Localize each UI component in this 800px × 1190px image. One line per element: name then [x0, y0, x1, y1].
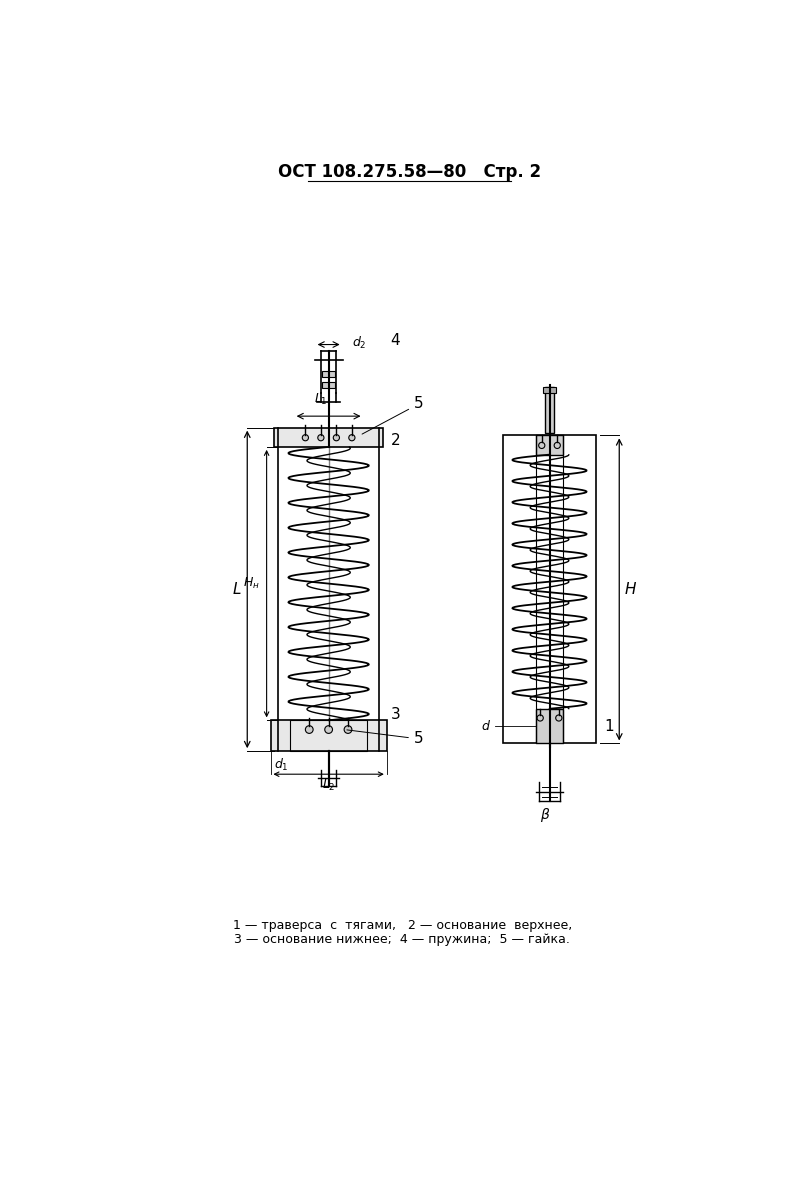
Circle shape	[554, 443, 560, 449]
Circle shape	[556, 715, 562, 721]
Circle shape	[349, 434, 355, 440]
Text: 4: 4	[390, 333, 400, 349]
Bar	[290, 720, 367, 751]
Circle shape	[334, 434, 339, 440]
Text: 1 — траверса  с  тягами,   2 — основание  верхнее,: 1 — траверса с тягами, 2 — основание вер…	[233, 920, 572, 933]
Circle shape	[537, 715, 543, 721]
Circle shape	[344, 726, 352, 733]
Circle shape	[302, 434, 309, 440]
Bar	[274, 427, 383, 447]
Bar	[503, 436, 596, 744]
Text: $β$: $β$	[541, 806, 551, 823]
Bar	[322, 371, 335, 377]
Bar	[270, 720, 386, 751]
Text: $d_1$: $d_1$	[274, 757, 289, 774]
Text: $d_2$: $d_2$	[352, 334, 366, 351]
Bar	[543, 387, 556, 393]
Text: 2: 2	[390, 433, 400, 449]
Bar	[545, 387, 554, 433]
Text: 5: 5	[362, 396, 423, 434]
Bar	[322, 382, 335, 388]
Circle shape	[325, 726, 333, 733]
Text: ОСТ 108.275.58—80   Стр. 2: ОСТ 108.275.58—80 Стр. 2	[278, 163, 542, 181]
Text: $L$: $L$	[232, 582, 241, 597]
Text: $d$: $d$	[481, 720, 491, 733]
Circle shape	[538, 443, 545, 449]
Text: 3 — основание нижнее;  4 — пружина;  5 — гайка.: 3 — основание нижнее; 4 — пружина; 5 — г…	[234, 933, 570, 946]
Text: 5: 5	[347, 729, 423, 746]
Text: $H$: $H$	[623, 582, 637, 597]
Bar	[535, 436, 563, 455]
Text: 3: 3	[390, 707, 400, 721]
Bar	[535, 709, 563, 744]
Circle shape	[306, 726, 313, 733]
Text: $L_1$: $L_1$	[314, 392, 328, 407]
Circle shape	[318, 434, 324, 440]
Text: $L_2$: $L_2$	[322, 777, 335, 793]
Text: $H_н$: $H_н$	[242, 576, 259, 591]
Text: $1$: $1$	[604, 719, 614, 734]
